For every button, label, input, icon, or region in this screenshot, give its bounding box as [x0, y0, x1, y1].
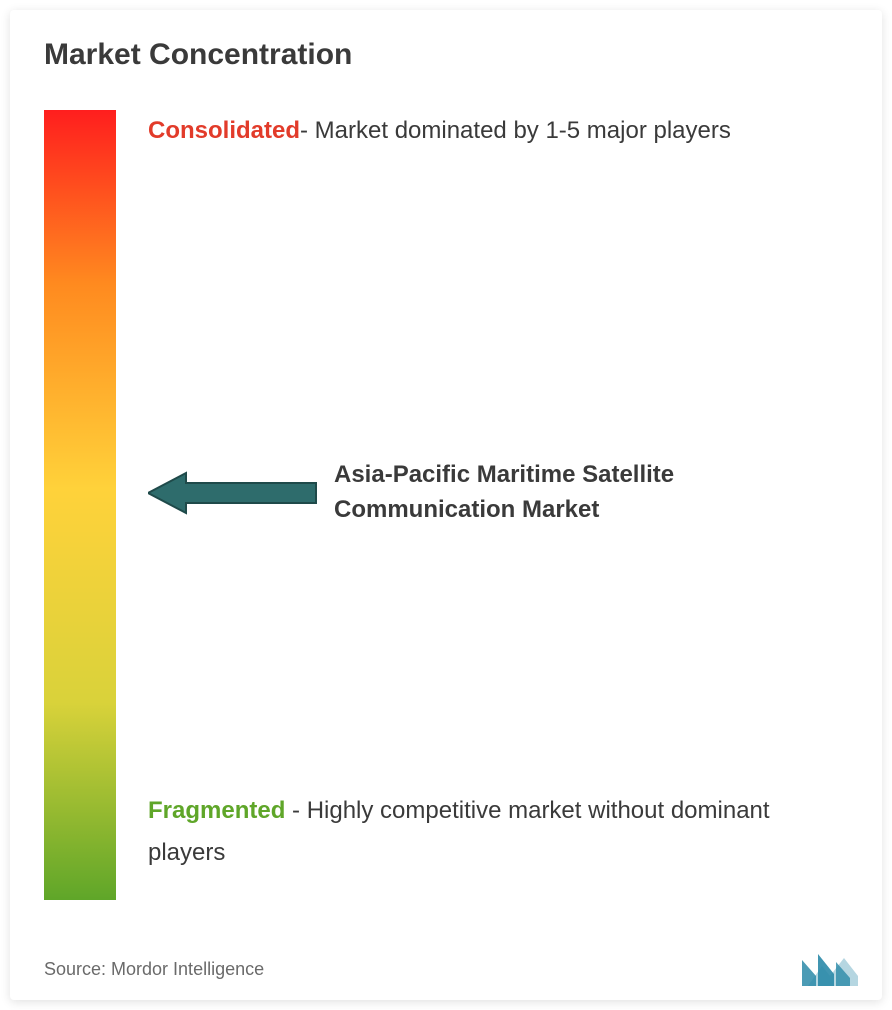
arrow-left-icon [148, 469, 318, 517]
fragmented-description: Fragmented - Highly competitive market w… [148, 790, 848, 874]
page-title: Market Concentration [44, 38, 848, 72]
mordor-logo-icon [800, 948, 864, 988]
market-name-label: Asia-Pacific Maritime Satellite Communic… [334, 458, 814, 528]
consolidated-description: Consolidated- Market dominated by 1-5 ma… [148, 110, 848, 152]
consolidated-text: - Market dominated by 1-5 major players [300, 117, 731, 144]
fragmented-label: Fragmented [148, 797, 285, 824]
consolidated-label: Consolidated [148, 117, 300, 144]
market-position-indicator: Asia-Pacific Maritime Satellite Communic… [148, 458, 814, 528]
concentration-gradient-bar [44, 110, 116, 900]
source-attribution: Source: Mordor Intelligence [44, 959, 264, 980]
concentration-card: Market Concentration Consolidated- Marke… [10, 10, 882, 1000]
content-area: Consolidated- Market dominated by 1-5 ma… [44, 110, 848, 910]
